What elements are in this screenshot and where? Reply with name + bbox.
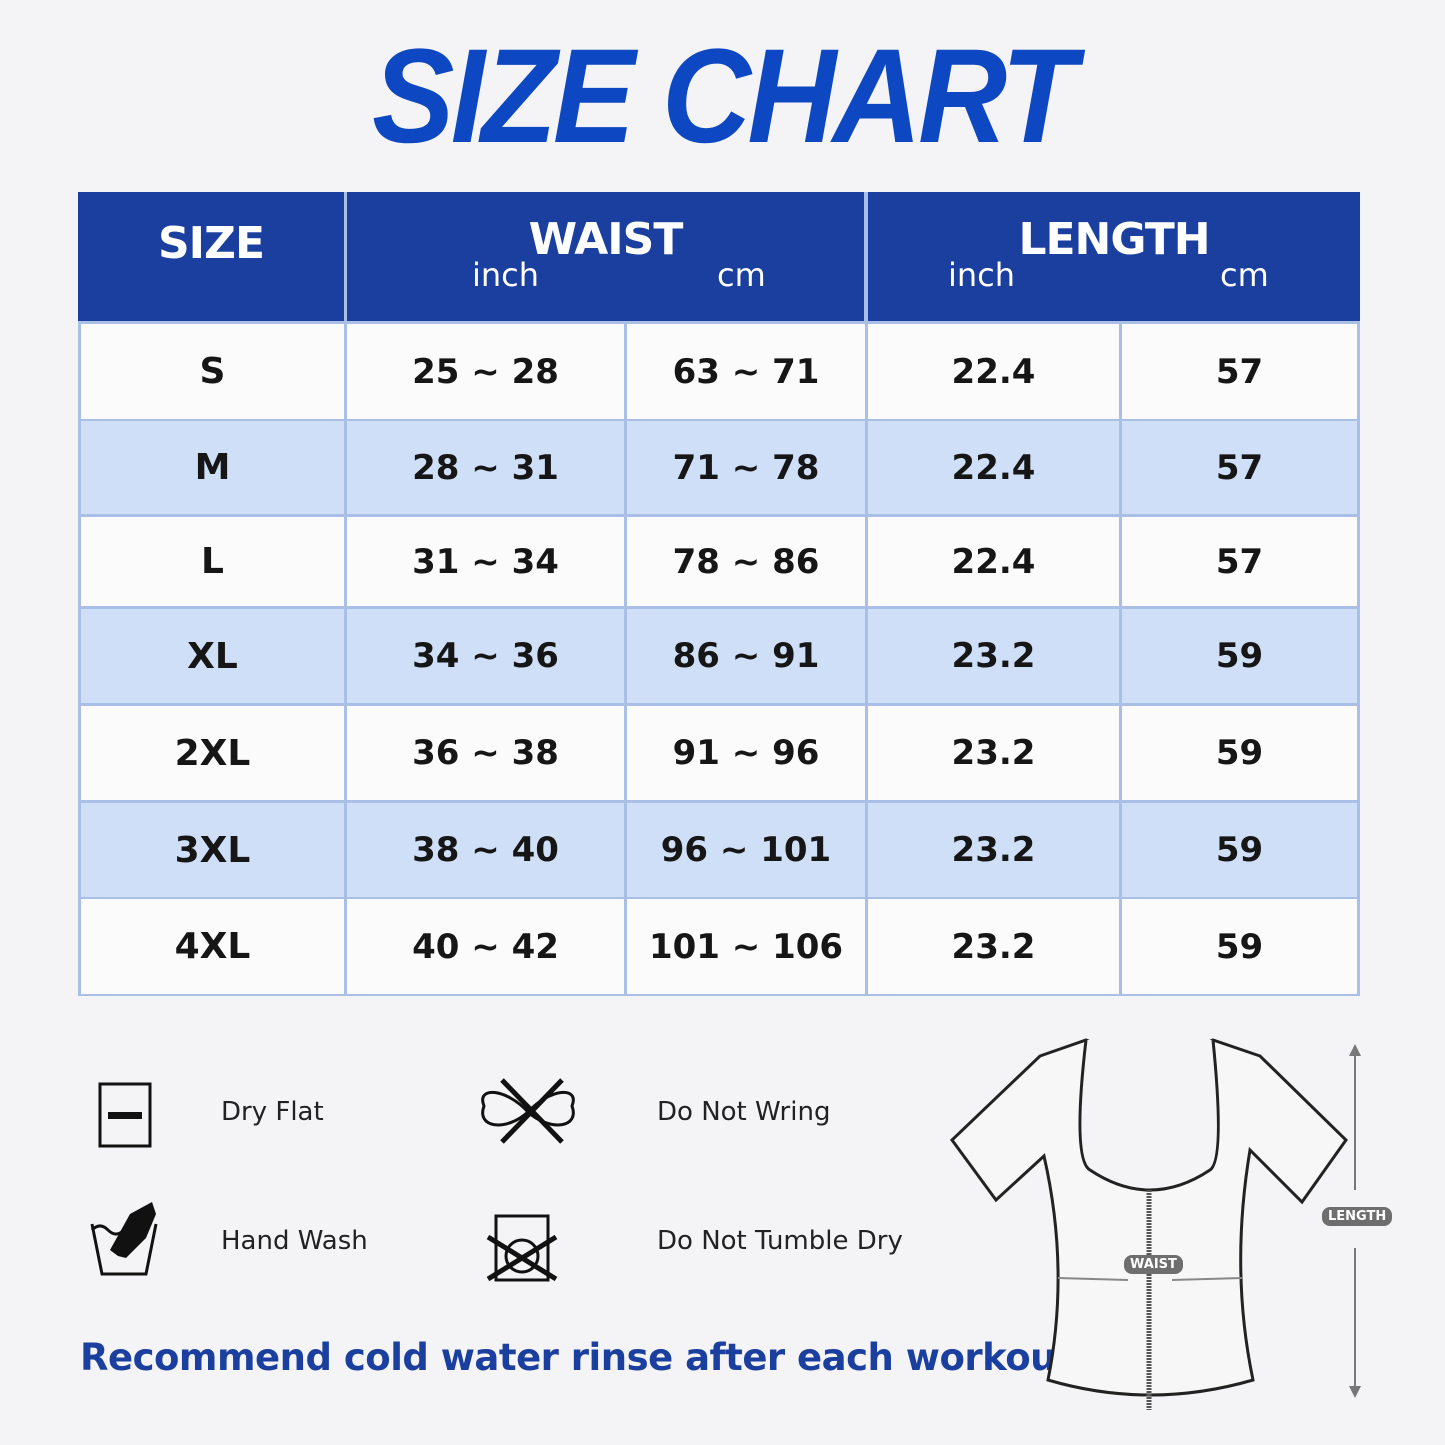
table-cell-length-cm: 59 — [1122, 706, 1357, 800]
do-not-wring-icon — [476, 1076, 580, 1155]
table-cell-size: S — [81, 324, 344, 419]
table-cell-size: M — [81, 421, 344, 514]
table-cell-length-cm: 59 — [1122, 803, 1357, 897]
header-length-inch: inch — [948, 256, 1016, 294]
size-table: SIZE WAIST inch cm LENGTH inch cm S 25 ~ … — [78, 192, 1360, 996]
header-length-cm: cm — [1220, 256, 1269, 294]
hand-wash-icon — [90, 1200, 162, 1285]
header-length: LENGTH inch cm — [868, 192, 1360, 321]
table-cell-length-cm: 57 — [1122, 517, 1357, 606]
table-cell-waist-inch: 36 ~ 38 — [347, 706, 624, 800]
table-cell-length-inch: 22.4 — [868, 324, 1119, 419]
table-cell-length-cm: 59 — [1122, 609, 1357, 703]
header-waist: WAIST inch cm — [347, 192, 864, 321]
table-cell-length-inch: 22.4 — [868, 517, 1119, 606]
table-cell-waist-cm: 86 ~ 91 — [627, 609, 865, 703]
table-cell-length-inch: 23.2 — [868, 899, 1119, 994]
table-cell-length-inch: 23.2 — [868, 609, 1119, 703]
table-cell-waist-cm: 101 ~ 106 — [627, 899, 865, 994]
care-label-do-not-wring: Do Not Wring — [657, 1097, 831, 1127]
table-cell-length-inch: 22.4 — [868, 421, 1119, 514]
table-cell-length-cm: 57 — [1122, 421, 1357, 514]
care-note: Recommend cold water rinse after each wo… — [80, 1336, 1087, 1379]
header-size-label: SIZE — [157, 218, 265, 269]
table-cell-length-inch: 23.2 — [868, 706, 1119, 800]
care-label-do-not-tumble-dry: Do Not Tumble Dry — [657, 1226, 903, 1256]
header-length-label: LENGTH — [1018, 214, 1210, 265]
table-cell-size: 3XL — [81, 803, 344, 897]
table-cell-waist-inch: 28 ~ 31 — [347, 421, 624, 514]
table-cell-waist-cm: 91 ~ 96 — [627, 706, 865, 800]
table-cell-size: XL — [81, 609, 344, 703]
header-waist-label: WAIST — [528, 214, 684, 265]
table-cell-waist-cm: 63 ~ 71 — [627, 324, 865, 419]
table-cell-size: 2XL — [81, 706, 344, 800]
table-cell-length-cm: 57 — [1122, 324, 1357, 419]
table-cell-size: 4XL — [81, 899, 344, 994]
table-cell-waist-cm: 96 ~ 101 — [627, 803, 865, 897]
care-label-hand-wash: Hand Wash — [221, 1226, 368, 1256]
do-not-tumble-dry-icon — [486, 1213, 560, 1290]
dry-flat-icon — [98, 1082, 152, 1155]
page-title: SIZE CHART — [372, 22, 1076, 171]
header-waist-inch: inch — [472, 256, 540, 294]
table-cell-waist-inch: 38 ~ 40 — [347, 803, 624, 897]
table-cell-waist-inch: 40 ~ 42 — [347, 899, 624, 994]
length-label: LENGTH — [1322, 1207, 1393, 1226]
table-cell-waist-inch: 25 ~ 28 — [347, 324, 624, 419]
table-cell-waist-inch: 31 ~ 34 — [347, 517, 624, 606]
waist-label: WAIST — [1124, 1255, 1183, 1274]
header-waist-cm: cm — [717, 256, 766, 294]
care-label-dry-flat: Dry Flat — [221, 1097, 324, 1127]
table-cell-length-inch: 23.2 — [868, 803, 1119, 897]
table-cell-waist-cm: 71 ~ 78 — [627, 421, 865, 514]
garment-diagram — [950, 1038, 1361, 1410]
table-cell-waist-inch: 34 ~ 36 — [347, 609, 624, 703]
table-cell-waist-cm: 78 ~ 86 — [627, 517, 865, 606]
header-size: SIZE — [78, 192, 344, 321]
table-cell-length-cm: 59 — [1122, 899, 1357, 994]
table-cell-size: L — [81, 517, 344, 606]
